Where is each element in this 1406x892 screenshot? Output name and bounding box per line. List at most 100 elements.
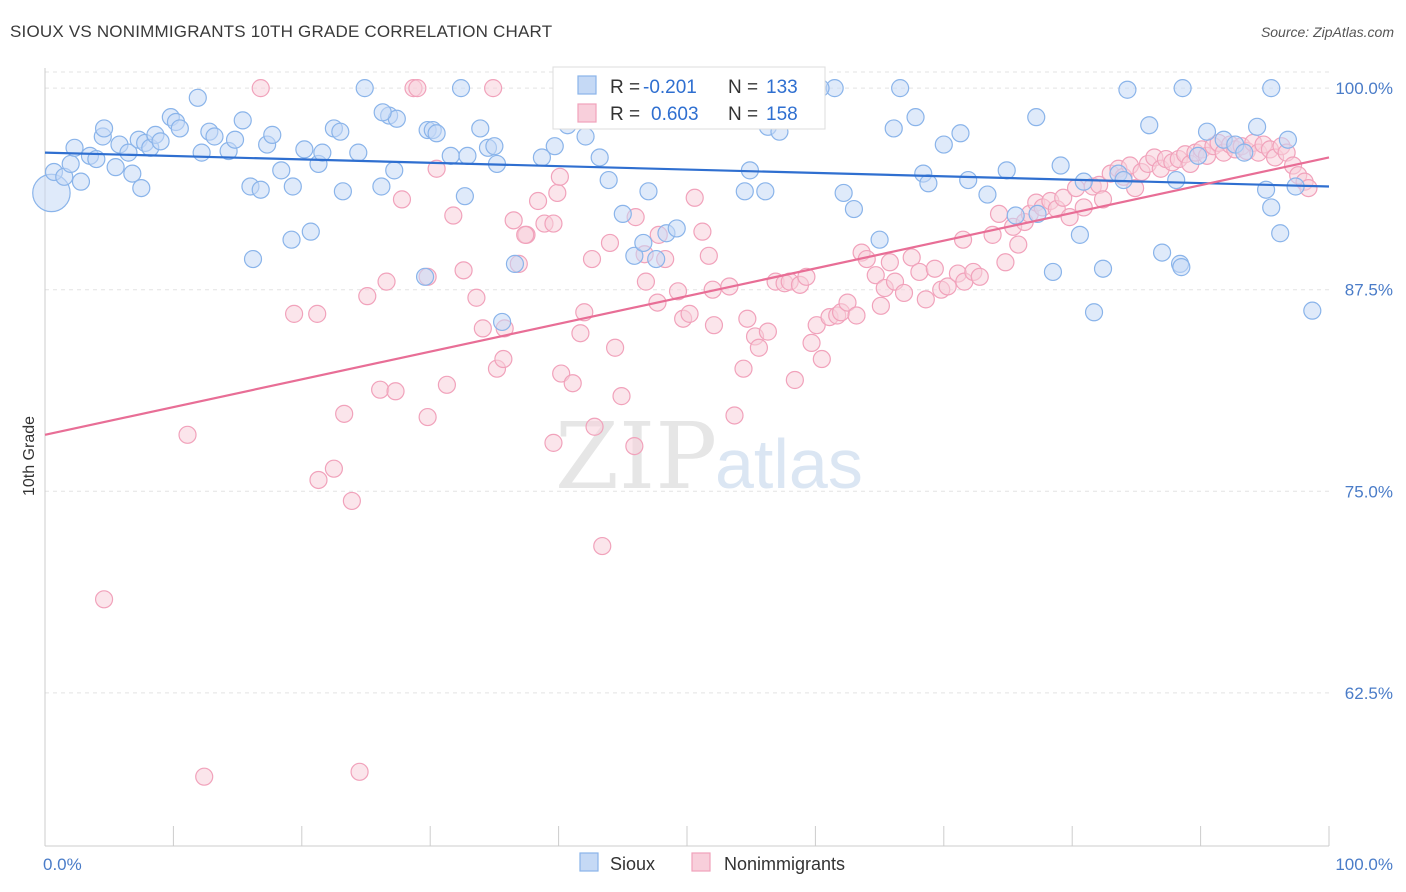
legend-r-label-sioux: R = <box>610 77 640 98</box>
nonimmigrants-point-0 <box>94 590 114 609</box>
nonimmigrants-point-49 <box>625 437 644 456</box>
nonimmigrants-point-61 <box>699 246 718 265</box>
nonimmigrants-point-98 <box>938 277 957 296</box>
nonimmigrants-point-74 <box>785 370 804 390</box>
nonimmigrants-point-25 <box>473 319 492 338</box>
nonimmigrants-point-60 <box>693 222 712 241</box>
nonimmigrants-point-76 <box>797 267 816 286</box>
sioux-point-85 <box>884 119 903 138</box>
sioux-point-44 <box>355 79 374 98</box>
legend-bottom-swatch-nonimmigrants <box>691 852 711 872</box>
y-tick-label-2: 87.5% <box>1345 281 1393 300</box>
sioux-point-78 <box>756 182 775 201</box>
sioux-point-106 <box>1152 243 1172 262</box>
sioux-point-107 <box>1167 170 1186 190</box>
nonimmigrants-point-20 <box>427 159 446 178</box>
nonimmigrants-point-95 <box>916 290 935 309</box>
sioux-point-110 <box>1173 79 1192 98</box>
nonimmigrants-point-37 <box>548 183 567 203</box>
nonimmigrants-point-96 <box>925 259 944 278</box>
nonimmigrants-point-47 <box>605 338 625 357</box>
nonimmigrants-point-67 <box>738 309 757 328</box>
nonimmigrants-point-108 <box>1009 235 1028 254</box>
nonimmigrants-point-45 <box>593 536 612 556</box>
sioux-point-76 <box>735 182 754 201</box>
nonimmigrants-trendline <box>44 156 1330 436</box>
sioux-point-119 <box>1235 143 1254 162</box>
sioux-point-23 <box>192 143 211 162</box>
sioux-point-33 <box>263 125 282 144</box>
legend-swatch-nonimmigrants <box>577 103 597 123</box>
sioux-point-3 <box>61 154 80 174</box>
sioux-point-65 <box>590 148 609 167</box>
sioux-point-64 <box>576 127 595 146</box>
watermark-atlas: atlas <box>715 425 863 503</box>
sioux-points <box>32 79 1322 332</box>
sioux-point-60 <box>493 312 512 332</box>
legend-bottom: Sioux Nonimmigrants <box>579 852 845 874</box>
nonimmigrants-point-10 <box>350 762 369 781</box>
nonimmigrants-point-58 <box>680 304 699 323</box>
nonimmigrants-point-92 <box>894 283 914 303</box>
sioux-point-52 <box>441 146 460 165</box>
nonimmigrants-point-84 <box>847 306 866 325</box>
nonimmigrants-point-48 <box>612 387 631 406</box>
nonimmigrants-point-33 <box>528 191 548 211</box>
x-tick-labels: 0.0% 100.0% <box>43 855 1393 874</box>
legend-n-value-nonimmigrants: 158 <box>766 104 798 125</box>
sioux-point-58 <box>485 137 504 156</box>
nonimmigrants-point-23 <box>454 261 473 280</box>
sioux-point-75 <box>667 219 686 238</box>
nonimmigrants-point-17 <box>408 79 427 98</box>
sioux-point-49 <box>415 267 435 286</box>
sioux-point-38 <box>301 222 320 241</box>
nonimmigrants-point-105 <box>989 204 1009 223</box>
sioux-point-99 <box>1070 225 1090 244</box>
sioux-point-12 <box>119 143 138 162</box>
nonimmigrants-point-9 <box>342 491 361 511</box>
nonimmigrants-point-77 <box>802 333 821 352</box>
sioux-point-116 <box>1271 224 1290 243</box>
sioux-point-125 <box>1027 108 1046 127</box>
legend-bottom-swatch-sioux <box>579 852 599 872</box>
nonimmigrants-point-157 <box>516 225 535 244</box>
sioux-point-4 <box>65 138 84 157</box>
nonimmigrants-point-5 <box>308 304 327 323</box>
nonimmigrants-point-43 <box>582 249 602 269</box>
nonimmigrants-point-44 <box>585 417 604 436</box>
sioux-point-82 <box>834 183 853 203</box>
legend-bottom-label-sioux: Sioux <box>610 854 655 874</box>
sioux-point-10 <box>106 158 125 177</box>
legend-bottom-label-nonimmigrants: Nonimmigrants <box>724 854 845 874</box>
sioux-point-9 <box>94 119 114 138</box>
sioux-point-109 <box>1172 258 1191 277</box>
sioux-point-129 <box>427 124 446 143</box>
legend-r-label-nonimmigrants: R = <box>610 104 640 125</box>
sioux-point-102 <box>1093 259 1113 278</box>
nonimmigrants-point-35 <box>544 214 563 233</box>
sioux-point-101 <box>1084 303 1104 322</box>
sioux-point-28 <box>233 111 252 130</box>
y-tick-label-1: 75.0% <box>1345 482 1393 501</box>
x-tick-label-1: 100.0% <box>1335 855 1393 874</box>
nonimmigrants-point-11 <box>358 287 377 306</box>
sioux-point-42 <box>333 182 352 201</box>
sioux-point-40 <box>313 143 332 162</box>
legend-n-value-sioux: 133 <box>766 77 798 98</box>
nonimmigrants-point-36 <box>544 433 563 452</box>
nonimmigrants-point-8 <box>335 404 354 423</box>
sioux-point-5 <box>71 172 91 191</box>
sioux-point-123 <box>1303 301 1322 320</box>
y-axis-title: 10th Grade <box>21 416 38 496</box>
sioux-point-25 <box>205 127 224 146</box>
sioux-point-132 <box>132 179 151 198</box>
nonimmigrants-point-87 <box>866 266 885 285</box>
sioux-point-70 <box>634 233 653 253</box>
sioux-point-118 <box>1247 117 1267 136</box>
sioux-point-115 <box>1262 198 1281 217</box>
nonimmigrants-point-93 <box>902 248 921 267</box>
sioux-point-61 <box>505 254 525 273</box>
x-tick-label-0: 0.0% <box>43 855 82 874</box>
nonimmigrants-point-83 <box>838 293 857 312</box>
